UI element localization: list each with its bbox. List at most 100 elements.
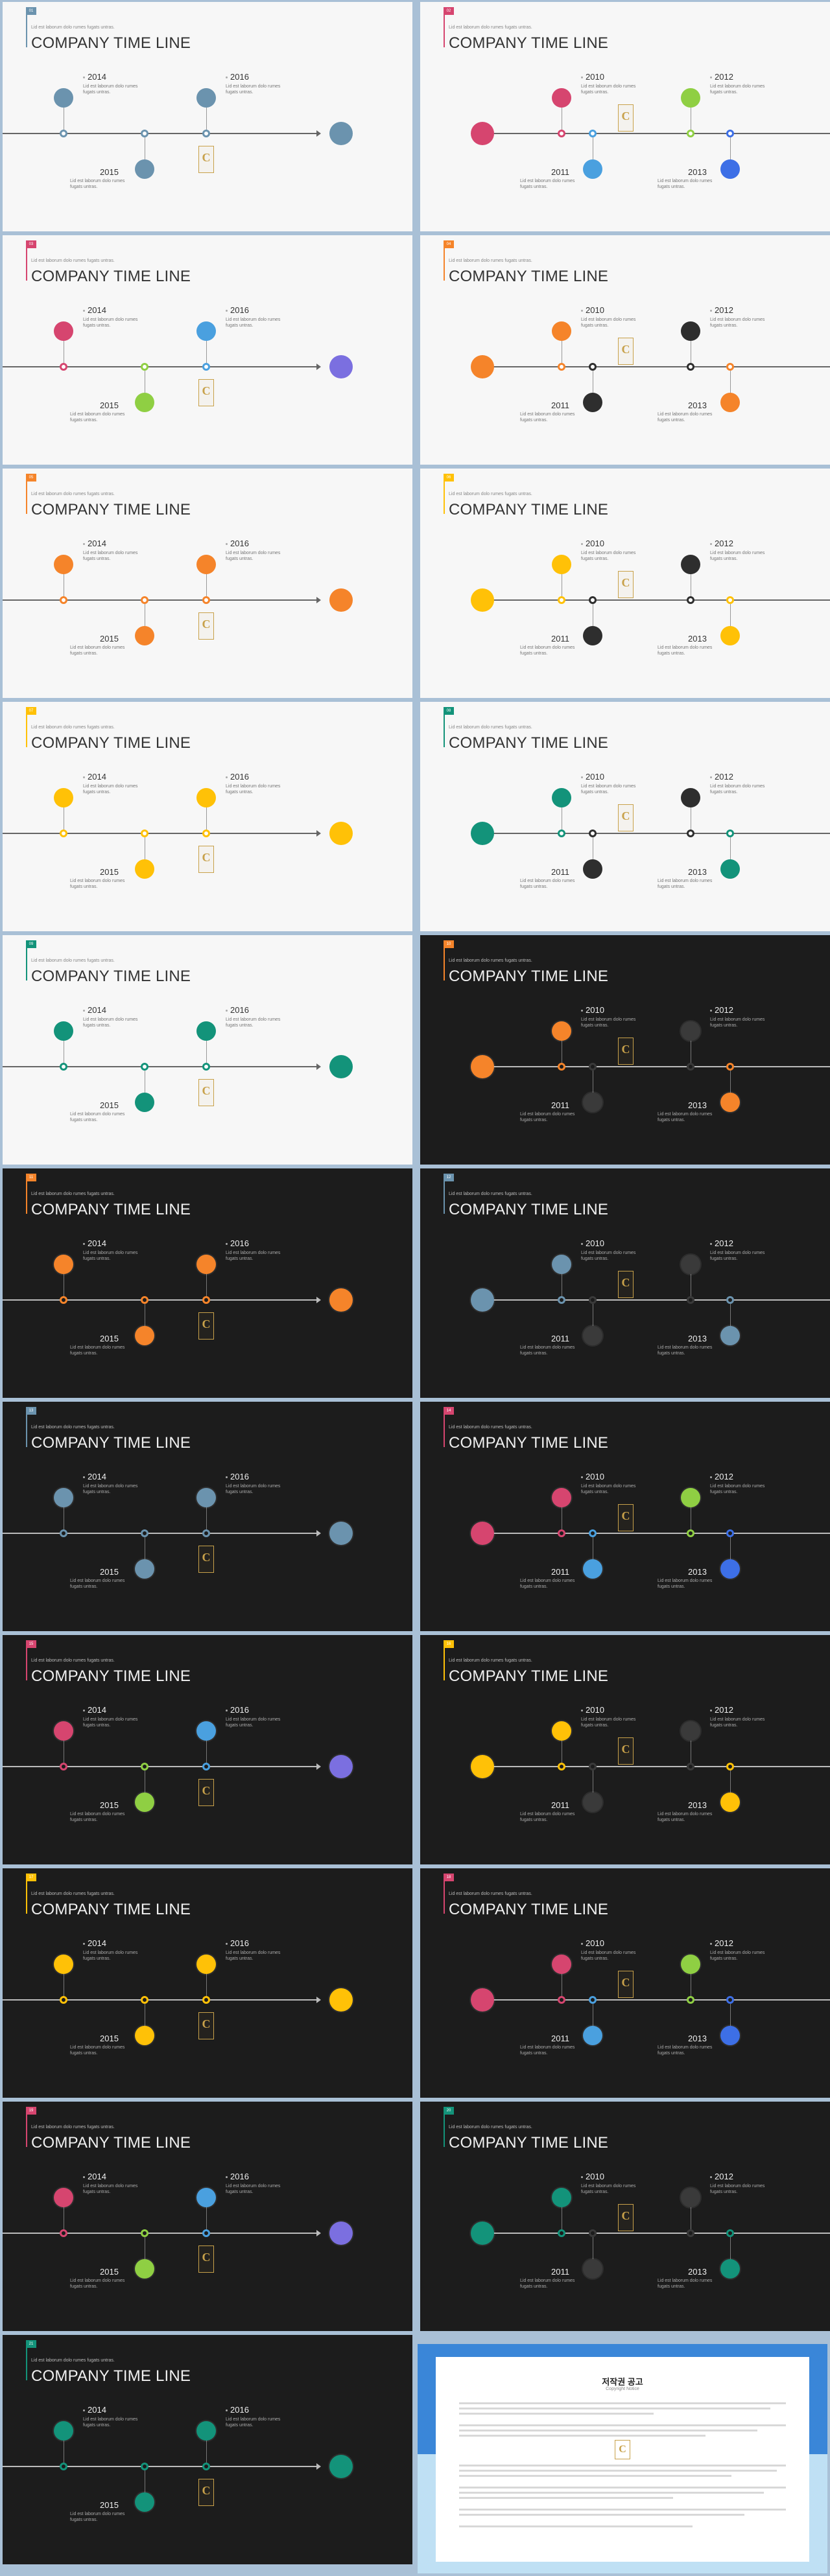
timeline-slide[interactable]: 19 Lid est laborum dolo rumes fugats untr… bbox=[3, 2102, 412, 2331]
timeline-slide[interactable]: 03 Lid est laborum dolo rumes fugats untr… bbox=[3, 235, 412, 465]
timeline-slide[interactable]: 12 Lid est laborum dolo rumes fugats untr… bbox=[420, 1168, 830, 1398]
timeline-slide[interactable]: 10 Lid est laborum dolo rumes fugats untr… bbox=[420, 935, 830, 1165]
slide-subtitle: Lid est laborum dolo rumes fugats untras… bbox=[449, 725, 532, 730]
bullet-dot bbox=[83, 776, 85, 778]
timeline-slide[interactable]: 15 Lid est laborum dolo rumes fugats untr… bbox=[3, 1635, 412, 1864]
accent-bar bbox=[444, 482, 445, 514]
bullet-dot bbox=[710, 1710, 712, 1712]
milestone-circle-2011 bbox=[583, 1093, 602, 1112]
bullet-dot bbox=[83, 2409, 85, 2411]
milestone-note: Lid est laborum dolo rumes fugats untras… bbox=[581, 784, 636, 795]
milestone-circle-2011 bbox=[583, 1793, 602, 1812]
slide-number-badge: 10 bbox=[444, 940, 454, 948]
connector-line bbox=[730, 837, 731, 863]
milestone-circle-2010 bbox=[552, 1955, 571, 1974]
timeline-slide[interactable]: 07 Lid est laborum dolo rumes fugats untr… bbox=[3, 702, 412, 931]
milestone-note: Lid est laborum dolo rumes fugats untras… bbox=[710, 318, 765, 328]
year-label-2010: 2010 bbox=[586, 772, 604, 782]
accent-bar bbox=[444, 948, 445, 981]
milestone-circle-2012 bbox=[681, 1488, 700, 1507]
milestone-note: Lid est laborum dolo rumes fugats untras… bbox=[520, 645, 575, 656]
milestone-note: Lid est laborum dolo rumes fugats untras… bbox=[83, 318, 138, 328]
timeline-slide[interactable]: 05 Lid est laborum dolo rumes fugats untr… bbox=[3, 469, 412, 698]
milestone-circle-2010 bbox=[552, 88, 571, 108]
timeline-slide[interactable]: 11 Lid est laborum dolo rumes fugats untr… bbox=[3, 1168, 412, 1398]
timeline-axis bbox=[3, 1299, 318, 1301]
accent-bar bbox=[444, 2115, 445, 2147]
milestone-circle-2016 bbox=[196, 555, 216, 574]
milestone-circle-2010 bbox=[552, 788, 571, 807]
timeline-node bbox=[589, 1529, 597, 1537]
year-label-2011: 2011 bbox=[551, 2034, 569, 2043]
slide-title: COMPANY TIME LINE bbox=[449, 1201, 609, 1218]
year-label-2011: 2011 bbox=[551, 1334, 569, 1343]
year-label-2012: 2012 bbox=[715, 1005, 733, 1015]
copyright-slide[interactable]: 저작권 공고 Copyright Notice C bbox=[418, 2344, 827, 2573]
bullet-dot bbox=[226, 2409, 228, 2411]
timeline-node bbox=[558, 130, 565, 137]
milestone-note: Lid est laborum dolo rumes fugats untras… bbox=[70, 2279, 125, 2289]
timeline-slide[interactable]: 04 Lid est laborum dolo rumes fugats untr… bbox=[420, 235, 830, 465]
year-label-2016: 2016 bbox=[230, 1472, 249, 1481]
timeline-node bbox=[141, 363, 148, 371]
logo-mark-icon: C bbox=[618, 1038, 634, 1065]
milestone-circle-2011 bbox=[583, 159, 602, 179]
logo-mark-icon: C bbox=[618, 1504, 634, 1531]
timeline-node bbox=[589, 363, 597, 371]
timeline-slide[interactable]: 01 Lid est laborum dolo rumes fugats untr… bbox=[3, 2, 412, 231]
year-label-2010: 2010 bbox=[586, 539, 604, 548]
accent-bar bbox=[26, 1881, 27, 1914]
milestone-circle-2014 bbox=[54, 2421, 73, 2441]
timeline-node bbox=[558, 1063, 565, 1071]
bullet-dot bbox=[83, 1476, 85, 1478]
timeline-slide[interactable]: 02 Lid est laborum dolo rumes fugats untr… bbox=[420, 2, 830, 231]
text-line bbox=[459, 2424, 786, 2426]
timeline-slide[interactable]: 13 Lid est laborum dolo rumes fugats untr… bbox=[3, 1402, 412, 1631]
slide-title: COMPANY TIME LINE bbox=[31, 1201, 191, 1218]
bullet-dot bbox=[581, 310, 583, 312]
timeline-slide[interactable]: 20 Lid est laborum dolo rumes fugats untr… bbox=[420, 2102, 830, 2331]
year-label-2016: 2016 bbox=[230, 1705, 249, 1715]
timeline-end-circle bbox=[329, 355, 353, 378]
timeline-end-circle bbox=[471, 1755, 494, 1778]
milestone-note: Lid est laborum dolo rumes fugats untras… bbox=[710, 1017, 765, 1028]
bullet-dot bbox=[83, 76, 85, 78]
arrow-right-icon bbox=[316, 1063, 321, 1070]
text-line bbox=[459, 2487, 786, 2489]
milestone-note: Lid est laborum dolo rumes fugats untras… bbox=[520, 1345, 575, 1356]
timeline-slide[interactable]: 21 Lid est laborum dolo rumes fugats untr… bbox=[3, 2335, 412, 2564]
timeline-slide[interactable]: 17 Lid est laborum dolo rumes fugats untr… bbox=[3, 1868, 412, 2098]
slide-number-badge: 16 bbox=[444, 1640, 454, 1648]
timeline-slide[interactable]: 18 Lid est laborum dolo rumes fugats untr… bbox=[420, 1868, 830, 2098]
milestone-note: Lid est laborum dolo rumes fugats untras… bbox=[70, 645, 125, 656]
milestone-circle-2015 bbox=[135, 859, 154, 879]
timeline-node bbox=[202, 363, 210, 371]
text-line bbox=[459, 2408, 770, 2409]
connector-line bbox=[206, 1737, 207, 1763]
connector-line bbox=[730, 2004, 731, 2029]
year-label-2016: 2016 bbox=[230, 2405, 249, 2415]
timeline-axis bbox=[488, 1299, 830, 1301]
text-line bbox=[459, 2497, 673, 2499]
milestone-note: Lid est laborum dolo rumes fugats untras… bbox=[520, 412, 575, 423]
timeline-slide[interactable]: 14 Lid est laborum dolo rumes fugats untr… bbox=[420, 1402, 830, 1631]
timeline-slide[interactable]: 16 Lid est laborum dolo rumes fugats untr… bbox=[420, 1635, 830, 1864]
timeline-node bbox=[687, 1063, 694, 1071]
milestone-circle-2015 bbox=[135, 626, 154, 645]
year-label-2012: 2012 bbox=[715, 1472, 733, 1481]
bullet-dot bbox=[581, 2176, 583, 2178]
bullet-dot bbox=[226, 1710, 228, 1712]
accent-bar bbox=[444, 15, 445, 47]
milestone-circle-2014 bbox=[54, 321, 73, 341]
timeline-node bbox=[687, 2229, 694, 2237]
timeline-node bbox=[726, 1763, 734, 1770]
timeline-slide[interactable]: 06 Lid est laborum dolo rumes fugats untr… bbox=[420, 469, 830, 698]
logo-mark-icon: C bbox=[198, 1079, 214, 1106]
timeline-end-circle bbox=[329, 1988, 353, 2012]
copyright-paper: 저작권 공고 Copyright Notice C bbox=[436, 2357, 809, 2562]
timeline-slide[interactable]: 09 Lid est laborum dolo rumes fugats untr… bbox=[3, 935, 412, 1165]
connector-line bbox=[730, 137, 731, 163]
slide-subtitle: Lid est laborum dolo rumes fugats untras… bbox=[449, 1658, 532, 1663]
timeline-axis bbox=[3, 2233, 318, 2234]
timeline-slide[interactable]: 08 Lid est laborum dolo rumes fugats untr… bbox=[420, 702, 830, 931]
